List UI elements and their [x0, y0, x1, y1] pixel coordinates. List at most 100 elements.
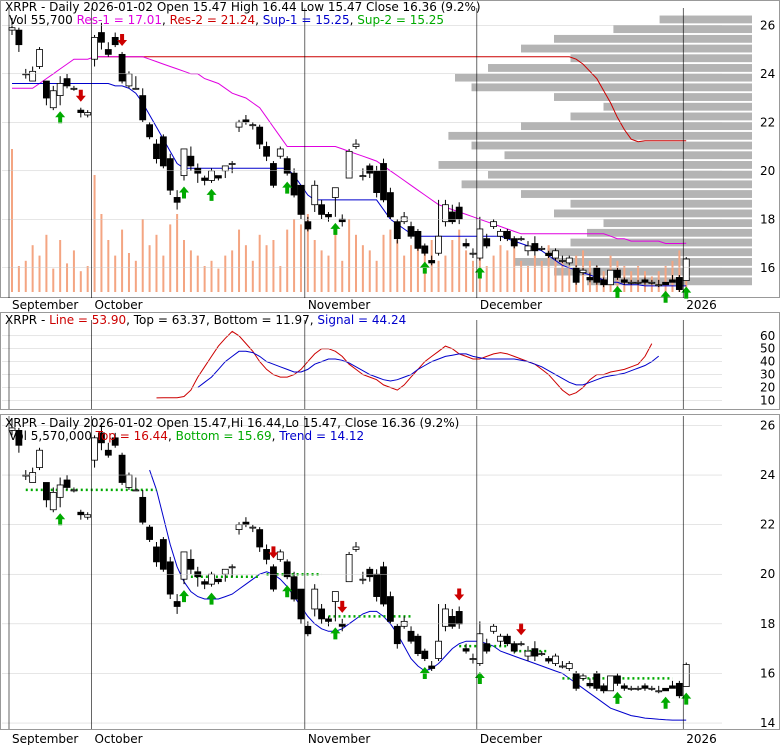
price-candle-body	[366, 165, 374, 174]
x-axis-label: October	[95, 298, 143, 312]
osc-y-tick-label: 50	[760, 342, 775, 356]
header-segment: Res-1 = 17.01	[77, 13, 162, 27]
volume-bar	[141, 219, 144, 292]
price-candle-body	[173, 197, 181, 203]
trend-candles	[8, 418, 692, 721]
price-candle-body	[352, 143, 360, 147]
trend-candle-body	[490, 625, 498, 632]
volume-profile-bar	[448, 131, 752, 140]
volume-bar	[66, 263, 69, 292]
price-candle-body	[421, 245, 429, 254]
price-candle-body	[146, 124, 154, 138]
x-axis-label: November	[308, 732, 370, 745]
price-candle-body	[393, 221, 401, 240]
volume-bar	[52, 268, 55, 292]
trend-candle-body	[407, 630, 415, 642]
volume-bar	[279, 266, 282, 292]
price-candle-body	[586, 277, 594, 281]
trend-candle-body	[111, 437, 119, 446]
volume-bar	[685, 271, 688, 292]
header-segment: XRPR - Daily 2026-01-02 Open 15.47 High …	[5, 0, 481, 14]
trend-candle-body	[36, 449, 43, 468]
trend-candle-body	[675, 682, 683, 697]
trend-candle-body	[270, 566, 277, 590]
trend-candle-body	[538, 653, 546, 655]
trend-candle-body	[476, 633, 484, 664]
price-candle-body	[118, 53, 126, 82]
price-candle-body	[620, 279, 628, 283]
volume-bar	[169, 224, 172, 292]
osc-y-tick-label: 20	[760, 380, 775, 394]
price-candle-body	[497, 230, 504, 237]
volume-profile-bar	[603, 102, 752, 111]
trend-candle-body	[503, 635, 511, 645]
buy-arrow	[206, 592, 217, 605]
price-candle-body	[435, 235, 442, 254]
trend-candle-body	[682, 664, 690, 687]
price-candle-body	[627, 281, 635, 284]
price-candle-body	[270, 163, 277, 186]
volume-bar	[313, 240, 316, 292]
trend-candle-body	[455, 611, 463, 625]
volume-bar	[217, 268, 220, 292]
trend-candle-body	[56, 484, 64, 498]
trend-candle-body	[565, 663, 573, 669]
volume-profile-bar	[570, 54, 752, 63]
price-candle-body	[249, 124, 257, 127]
volume-bar	[327, 255, 330, 292]
volume-profile-bar	[554, 209, 752, 218]
price-candle-body	[166, 158, 174, 191]
trend-candle-body	[359, 578, 367, 581]
volume-bar	[499, 245, 502, 292]
price-candle-body	[614, 269, 621, 278]
trend-candle-body	[386, 596, 394, 622]
price-candle-body	[318, 204, 326, 215]
volume-bar	[31, 245, 34, 292]
trend-candle-body	[373, 573, 381, 597]
buy-arrow	[282, 181, 293, 194]
trend-candle-body	[648, 687, 656, 690]
price-candle-body	[442, 204, 449, 223]
price-candle-body	[63, 78, 71, 87]
volume-bar	[361, 245, 364, 292]
price-candle-body	[572, 267, 580, 283]
header-segment: Bottom = 15.69	[176, 429, 272, 443]
sell-arrow	[454, 588, 465, 601]
trend-candle-body	[517, 643, 525, 646]
price-candle-body	[682, 258, 690, 282]
buy-arrow	[474, 672, 485, 684]
trend-candle-body	[187, 558, 195, 570]
price-candle-body	[503, 230, 511, 240]
price-candle-body	[283, 158, 291, 174]
price-candle-body	[36, 49, 43, 67]
trend-candle-body	[84, 514, 92, 518]
volume-bar	[568, 266, 571, 292]
res2-line	[94, 56, 687, 143]
volume-bar	[540, 260, 543, 292]
volume-bar	[334, 224, 337, 292]
price-candle-body	[483, 238, 491, 247]
sell-arrow	[268, 546, 279, 559]
osc-y-tick-label: 40	[760, 355, 775, 369]
volume-profile-bar	[570, 199, 752, 208]
trend-candle-body	[104, 449, 112, 456]
price-y-tick-label: 24	[760, 67, 775, 81]
price-candle-body	[311, 184, 319, 206]
trend-candle-body	[448, 616, 456, 627]
trend-candle-body	[166, 561, 174, 595]
trend-candle-body	[283, 561, 291, 578]
price-candle-body	[524, 245, 532, 252]
volume-bar	[492, 255, 495, 292]
volume-bar	[451, 240, 454, 292]
volume-bar	[265, 245, 268, 292]
price-candle-body	[455, 206, 463, 220]
osc-series-signal	[197, 350, 660, 388]
volume-bar	[458, 229, 461, 292]
osc-y-tick-label: 30	[760, 368, 775, 382]
volume-profile-bar	[521, 44, 752, 53]
header-segment: XRPR -	[5, 313, 49, 327]
price-candle-body	[256, 126, 264, 145]
trend-candle-body	[627, 687, 635, 690]
volume-bar	[203, 266, 206, 292]
volume-bar	[554, 250, 557, 292]
